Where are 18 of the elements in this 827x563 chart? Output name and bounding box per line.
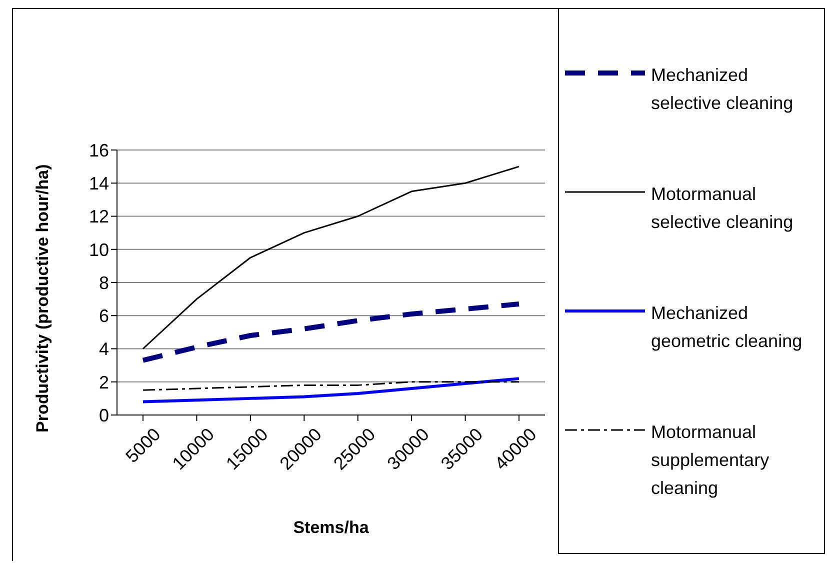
y-axis-title: Productivity (productive hour/ha) bbox=[33, 164, 52, 432]
legend-label: Mechanized geometric cleaning bbox=[651, 302, 804, 353]
y-tick-label: 4 bbox=[98, 339, 109, 360]
x-axis-title: Stems/ha bbox=[293, 518, 370, 537]
line-series bbox=[142, 166, 520, 350]
y-tick-label: 10 bbox=[88, 240, 109, 260]
y-tick-label: 12 bbox=[88, 206, 109, 227]
line-series bbox=[142, 381, 520, 391]
legend-label: Motormanual selective cleaning bbox=[651, 182, 794, 234]
y-tick-label: 16 bbox=[88, 140, 109, 160]
y-tick-label: 6 bbox=[98, 306, 109, 326]
legend-label: Motormanual supplementary cleaning bbox=[651, 420, 770, 500]
legend-label: Mechanized selective cleaning bbox=[651, 64, 794, 115]
y-tick-label: 8 bbox=[98, 272, 109, 293]
y-tick-label: 2 bbox=[98, 372, 109, 392]
y-tick-label: 0 bbox=[98, 405, 109, 426]
line-series bbox=[142, 377, 520, 404]
y-tick-label: 14 bbox=[88, 174, 109, 194]
